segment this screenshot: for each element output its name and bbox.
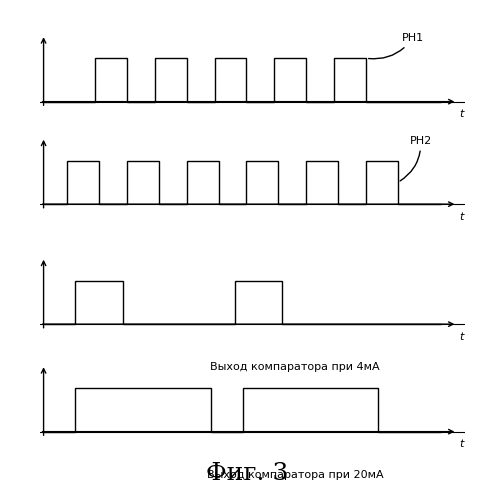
Text: t: t xyxy=(459,332,464,342)
Text: t: t xyxy=(459,212,464,222)
Text: t: t xyxy=(459,440,464,450)
Text: t: t xyxy=(459,110,464,120)
Text: Выход компаратора при 20мА: Выход компаратора при 20мА xyxy=(207,470,383,480)
Text: РН2: РН2 xyxy=(400,136,432,181)
Text: Фиг. 3: Фиг. 3 xyxy=(206,462,289,485)
Text: Выход компаратора при 4мА: Выход компаратора при 4мА xyxy=(210,362,380,372)
Text: РН1: РН1 xyxy=(369,33,424,59)
